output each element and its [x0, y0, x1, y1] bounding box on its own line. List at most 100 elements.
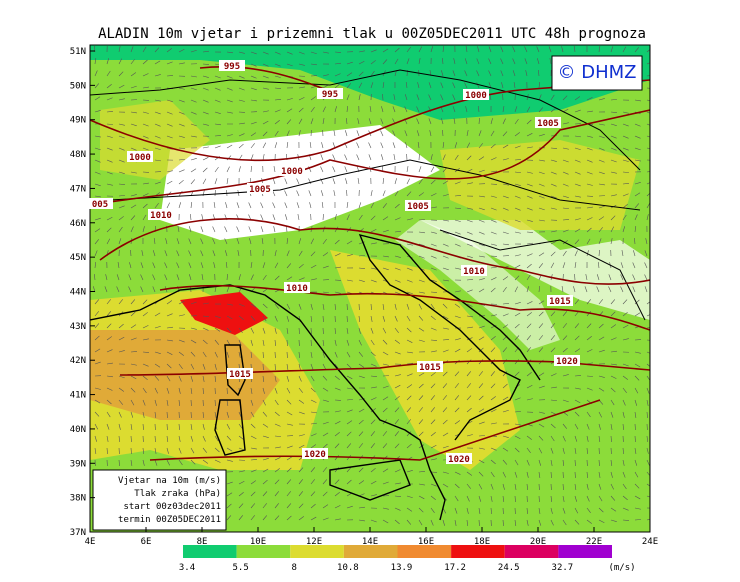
wind-arrow	[538, 447, 543, 454]
wind-arrow	[622, 375, 628, 380]
lon-label: 20E	[530, 537, 546, 547]
wind-arrow	[514, 195, 521, 199]
wind-arrow	[214, 166, 219, 173]
colorbar-segment	[236, 545, 291, 558]
wind-arrow	[622, 182, 629, 185]
wind-arrow	[310, 118, 314, 125]
wind-arrow	[502, 231, 509, 235]
wind-arrow	[310, 433, 317, 437]
wind-arrow	[94, 58, 97, 65]
wind-arrow	[322, 517, 329, 521]
wind-arrow	[286, 226, 288, 233]
wind-arrow	[286, 108, 293, 113]
wind-arrow	[382, 59, 388, 65]
wind-arrow	[130, 363, 137, 366]
wind-arrow	[358, 519, 365, 522]
wind-arrow	[189, 226, 192, 233]
wind-arrow	[502, 243, 509, 246]
wind-arrow	[142, 214, 147, 221]
wind-arrow	[320, 190, 324, 197]
wind-arrow	[286, 276, 293, 281]
wind-arrow	[634, 135, 641, 139]
wind-arrow	[514, 286, 518, 293]
wind-arrow	[286, 411, 293, 416]
wind-arrow	[382, 48, 389, 53]
lat-label: 43N	[70, 322, 86, 332]
wind-arrow	[226, 515, 232, 521]
wind-arrow	[441, 70, 444, 77]
wind-arrow	[454, 315, 461, 319]
wind-arrow	[178, 447, 182, 454]
wind-arrow	[644, 262, 648, 269]
wind-arrow	[500, 70, 504, 77]
wind-arrow	[526, 347, 531, 353]
wind-arrow	[550, 251, 556, 257]
wind-arrow	[598, 483, 602, 490]
wind-arrow	[574, 483, 577, 490]
wind-arrow	[106, 110, 113, 113]
wind-arrow	[430, 279, 437, 282]
wind-arrow	[106, 70, 111, 77]
wind-arrow	[154, 447, 157, 454]
wind-arrow	[368, 154, 372, 161]
wind-arrow	[274, 275, 280, 281]
wind-arrow	[478, 288, 485, 293]
wind-arrow	[310, 375, 315, 382]
wind-arrow	[478, 471, 484, 477]
wind-arrow	[188, 250, 192, 257]
wind-arrow	[190, 87, 197, 91]
wind-arrow	[322, 84, 329, 89]
wind-arrow	[142, 111, 149, 114]
wind-arrow	[490, 324, 497, 329]
wind-arrow	[382, 519, 389, 524]
wind-arrow	[646, 459, 650, 466]
wind-arrow	[394, 255, 401, 258]
wind-arrow	[310, 51, 317, 55]
wind-arrow	[512, 70, 516, 77]
wind-arrow	[106, 349, 113, 353]
wind-arrow	[309, 202, 312, 209]
wind-arrow	[514, 483, 517, 490]
wind-arrow	[562, 347, 568, 353]
wind-arrow	[622, 135, 629, 139]
wind-arrow	[417, 82, 420, 89]
wind-arrow	[500, 58, 504, 65]
wind-arrow	[298, 411, 305, 415]
wind-arrow	[622, 423, 624, 430]
map-area	[90, 45, 650, 532]
isobar-label-bg	[219, 60, 245, 71]
wind-arrow	[610, 337, 617, 341]
wind-arrow	[154, 135, 161, 139]
wind-arrow	[598, 249, 600, 257]
wind-arrow	[610, 299, 616, 305]
wind-arrow	[404, 106, 408, 113]
wind-arrow	[322, 239, 327, 245]
wind-arrow	[466, 155, 472, 161]
wind-arrow	[454, 371, 460, 377]
wind-arrow	[298, 130, 301, 137]
wind-arrow	[502, 396, 509, 401]
wind-arrow	[526, 335, 532, 341]
wind-arrow	[538, 372, 545, 377]
wind-arrow	[466, 279, 473, 281]
wind-arrow	[610, 46, 614, 53]
wind-arrow	[502, 207, 509, 211]
wind-arrow	[286, 456, 293, 461]
wind-arrow	[370, 82, 374, 89]
wind-arrow	[418, 327, 425, 332]
wind-arrow	[442, 395, 447, 401]
wind-arrow	[322, 291, 329, 294]
wind-arrow	[502, 219, 509, 223]
wind-arrow	[262, 351, 264, 359]
wind-arrow	[513, 82, 516, 89]
wind-arrow	[118, 183, 125, 186]
wind-arrow	[332, 142, 336, 149]
isobar-label-bg	[148, 209, 174, 220]
wind-arrow	[250, 480, 257, 485]
wind-arrow	[334, 479, 340, 485]
wind-arrow	[250, 63, 257, 67]
wind-arrow	[262, 423, 269, 428]
wind-arrow	[310, 339, 312, 347]
wind-arrow	[634, 375, 640, 381]
wind-arrow	[106, 387, 113, 391]
